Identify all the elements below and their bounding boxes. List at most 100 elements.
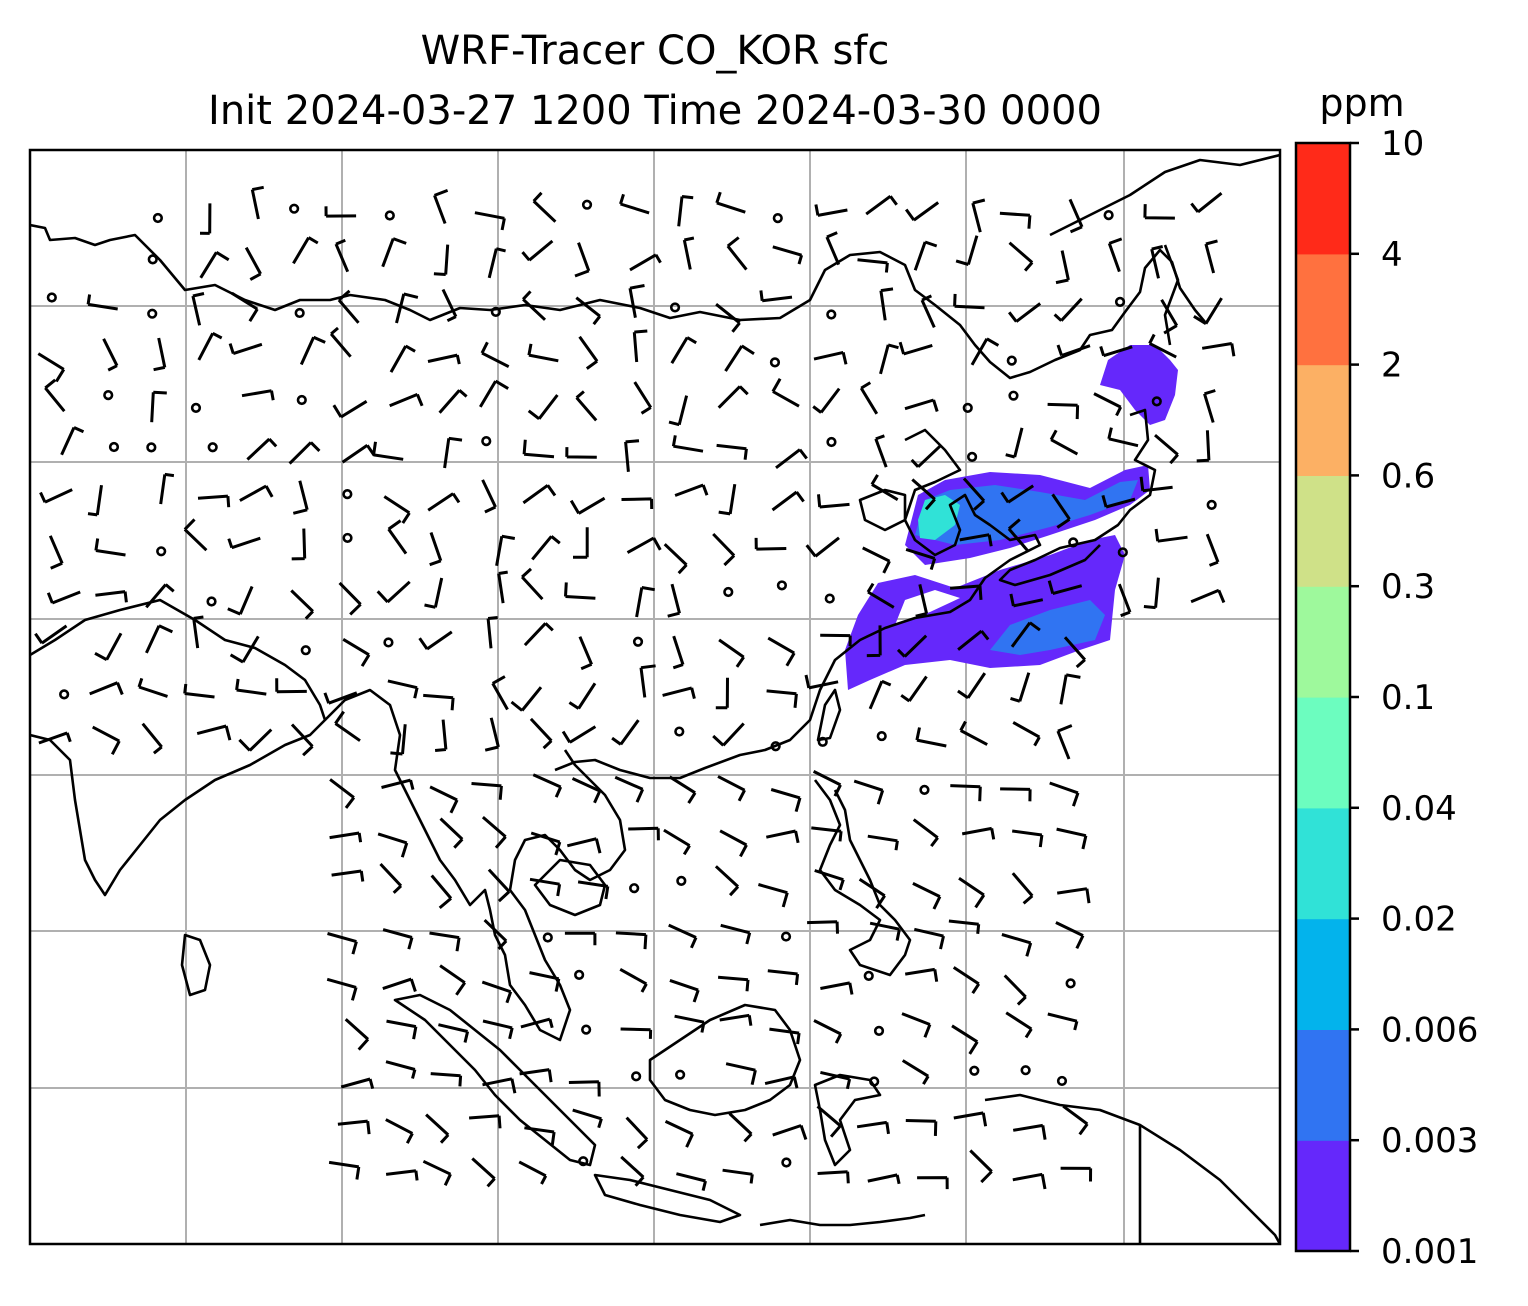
wind-barb (969, 1149, 993, 1184)
wind-barb (1062, 1104, 1089, 1136)
wind-barb (389, 393, 424, 408)
colorbar-tick-label: 0.3 (1381, 567, 1435, 607)
wind-barb (611, 719, 640, 746)
wind-barb (1101, 495, 1136, 509)
wind-calm-marker (1103, 210, 1114, 221)
coast-sulawesi (813, 1073, 882, 1167)
wind-barb (227, 536, 261, 550)
wind-calm-marker (675, 1069, 686, 1080)
wind-calm-marker (1114, 296, 1126, 307)
wind-barb (1055, 250, 1070, 285)
wind-calm-marker (1206, 499, 1217, 510)
colorbar-tick-label: 0.04 (1381, 789, 1457, 829)
coast-srilanka (180, 933, 212, 997)
wind-barb (910, 445, 942, 468)
wind-barb (714, 865, 740, 897)
wind-calm-marker (300, 645, 311, 656)
wind-barb (250, 185, 264, 220)
wind-barb (807, 920, 839, 934)
wind-barb (199, 203, 212, 235)
wind-barb (754, 537, 787, 551)
wind-barb (812, 770, 842, 797)
wind-barb (372, 441, 404, 461)
wind-calm-marker (669, 302, 681, 313)
wind-calm-marker (46, 292, 57, 303)
wind-barb (715, 303, 741, 333)
wind-barb (1051, 493, 1071, 529)
wind-barb (229, 635, 260, 664)
wind-barb (970, 337, 1000, 366)
lat-lon-gridlines (30, 150, 1280, 1244)
wind-barb (439, 964, 467, 996)
wind-calm-marker (919, 784, 930, 796)
wind-barb (663, 543, 688, 575)
coast-newguinea (984, 1093, 1280, 1244)
wind-calm-marker (578, 1156, 589, 1167)
wind-barb (896, 634, 928, 658)
wind-barb (870, 474, 899, 501)
wind-barb (495, 534, 516, 567)
wind-barb (522, 484, 557, 505)
wind-barb (529, 877, 562, 897)
wind-barb (326, 977, 358, 1001)
wind-barb (483, 919, 508, 950)
wind-barb (1000, 787, 1032, 802)
wind-barb (433, 188, 449, 225)
wind-barb (812, 387, 841, 414)
wind-barb (948, 919, 981, 934)
colorbar-frame (1294, 141, 1352, 1253)
wind-barb (231, 291, 259, 322)
wind-barb (955, 235, 979, 266)
wind-barb (196, 724, 232, 741)
coast-lesser-sunda (759, 1213, 926, 1227)
wind-calm-marker (780, 931, 792, 942)
wind-calm-marker (342, 489, 353, 500)
wind-barb (1011, 829, 1044, 848)
wind-barb (573, 527, 589, 559)
colorbar-tick-label: 4 (1381, 235, 1403, 275)
wind-barb (712, 532, 736, 567)
wind-barb (951, 1024, 979, 1055)
wind-barb (915, 584, 929, 618)
wind-barb (874, 434, 888, 468)
wind-barb (717, 775, 746, 802)
wind-barb (575, 390, 598, 422)
wind-barb (1193, 297, 1223, 325)
wind-barb (141, 722, 163, 755)
wind-barb (89, 681, 124, 696)
wind-barb (720, 923, 752, 945)
wind-calm-marker (490, 306, 501, 318)
wind-barb (395, 292, 419, 324)
wind-barb (674, 483, 709, 497)
wind-barb (1000, 484, 1035, 504)
wind-calm-marker (770, 741, 781, 752)
colorbar-unit: ppm (1319, 81, 1404, 125)
wind-barb (529, 717, 553, 750)
wind-barb (1148, 333, 1177, 359)
wind-calm-marker (1008, 390, 1019, 401)
wind-barb (764, 1075, 799, 1089)
wind-barb (39, 488, 73, 504)
wind-calm-marker (59, 689, 70, 700)
coast-bohai (858, 488, 907, 532)
wind-barb (430, 1072, 463, 1087)
wind-barb (239, 484, 274, 502)
wind-barb (522, 439, 555, 459)
wind-calm-marker (542, 932, 553, 943)
wind-barb (385, 1169, 419, 1181)
wind-barb (759, 290, 793, 303)
wind-barb (38, 731, 72, 745)
wind-barb (390, 724, 407, 756)
wind-calm-marker (147, 254, 158, 265)
wind-barb (387, 519, 408, 555)
wind-barb (524, 1126, 556, 1146)
wind-barb (676, 1172, 707, 1191)
wind-barb (329, 326, 352, 358)
wind-barb (299, 335, 326, 366)
wind-barb (820, 633, 852, 647)
wind-barb (879, 287, 894, 321)
wind-barb (904, 201, 940, 222)
wind-barb (520, 567, 544, 601)
wind-barb (86, 294, 118, 311)
wind-barb (682, 236, 695, 270)
